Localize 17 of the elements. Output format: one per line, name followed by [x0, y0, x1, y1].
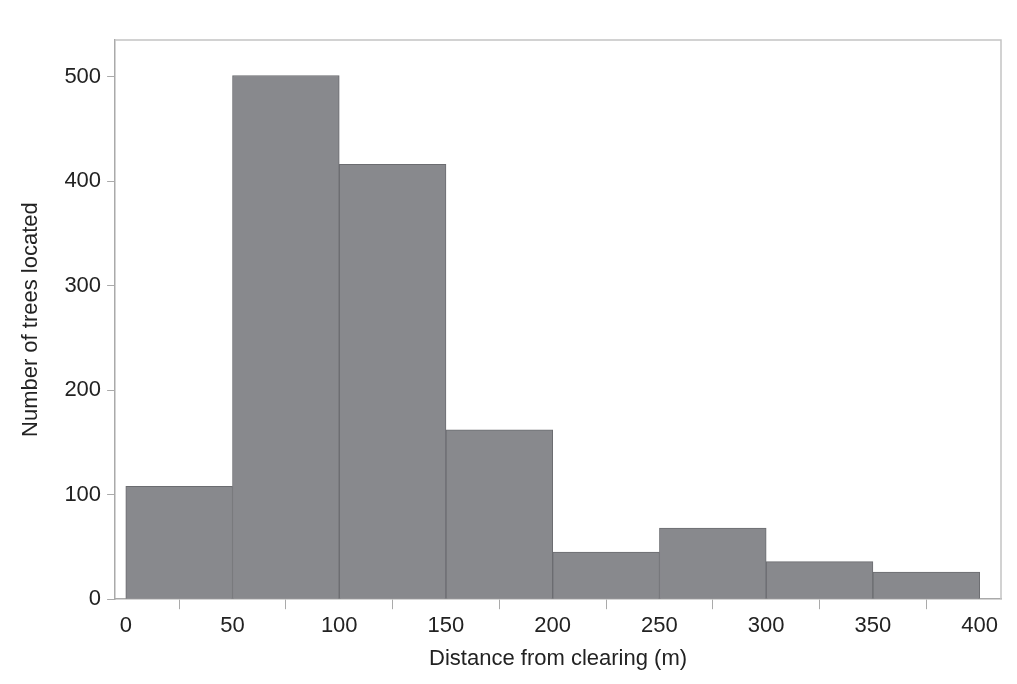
x-tick-label: 100: [320, 612, 358, 638]
y-tick-label: 200: [64, 376, 102, 402]
x-tick-label: 350: [854, 612, 892, 638]
x-tick-label: 0: [119, 612, 132, 638]
x-tick-label: 50: [220, 612, 245, 638]
y-tick-label: 0: [88, 585, 102, 611]
y-tick-label: 100: [64, 480, 102, 506]
x-tick-label: 250: [641, 612, 678, 638]
y-tick-label: 400: [64, 167, 102, 193]
y-tick-label: 300: [64, 271, 102, 297]
x-tick-label: 300: [747, 612, 785, 638]
x-tick-label: 400: [961, 612, 999, 638]
y-axis-title: Number of trees located: [17, 202, 43, 437]
x-tick-label: 150: [427, 612, 465, 638]
x-axis-title: Distance from clearing (m): [429, 644, 688, 670]
x-tick-label: 200: [534, 612, 572, 638]
y-tick-label: 500: [64, 62, 102, 88]
